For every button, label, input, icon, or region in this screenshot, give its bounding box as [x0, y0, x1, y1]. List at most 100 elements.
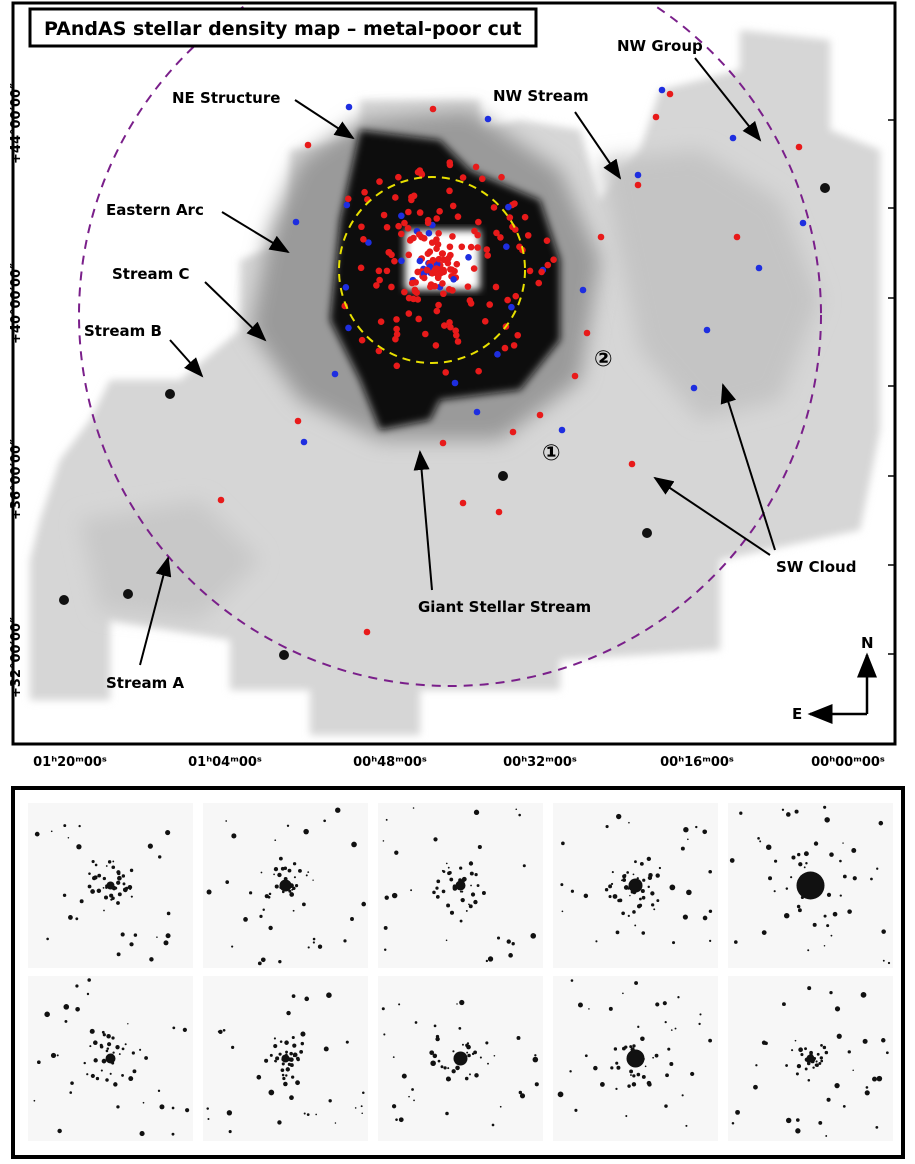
cluster-star: [803, 866, 806, 869]
cluster-star: [99, 1043, 103, 1047]
thumbnail: [28, 976, 193, 1141]
cluster-star: [656, 899, 660, 902]
star: [306, 1113, 310, 1117]
point: [497, 234, 504, 241]
star: [44, 1011, 50, 1018]
point: [404, 224, 412, 232]
star: [786, 812, 791, 817]
star: [621, 911, 625, 916]
cluster-star: [445, 862, 448, 865]
cluster-star: [812, 1066, 815, 1069]
ticks: [888, 119, 895, 655]
star: [231, 1045, 235, 1049]
cluster-star: [627, 914, 630, 918]
star: [765, 844, 772, 850]
star: [391, 1104, 397, 1109]
cluster-star: [459, 866, 463, 870]
star: [518, 813, 521, 817]
cluster-star: [487, 1062, 489, 1065]
star: [445, 1111, 449, 1116]
point: [526, 267, 534, 275]
star: [391, 892, 398, 899]
star: [433, 1024, 437, 1028]
star: [343, 939, 347, 943]
star: [729, 858, 735, 863]
star: [412, 807, 415, 809]
star: [616, 813, 622, 820]
point: [484, 252, 492, 259]
title: PAndAS stellar density map – metal-poor …: [44, 18, 522, 40]
star: [303, 828, 309, 835]
star: [755, 1064, 758, 1067]
cluster-star: [815, 1060, 818, 1063]
star: [440, 1065, 444, 1069]
star: [664, 1020, 667, 1024]
star: [829, 991, 833, 995]
point: [446, 243, 454, 251]
cluster-star: [631, 1082, 637, 1087]
star: [286, 824, 290, 827]
cluster-star: [437, 1059, 441, 1063]
cluster-star: [814, 1057, 816, 1060]
star: [702, 915, 708, 921]
point: [733, 233, 741, 241]
star: [91, 859, 95, 864]
point: [300, 438, 308, 446]
point: [628, 460, 636, 468]
star: [655, 1002, 660, 1007]
cluster-star: [474, 1073, 479, 1078]
star: [312, 941, 315, 944]
star: [63, 824, 67, 828]
cluster-star: [110, 898, 113, 901]
star: [506, 939, 511, 944]
star: [278, 959, 282, 964]
star: [493, 1054, 496, 1057]
star: [225, 880, 230, 884]
point: [538, 268, 545, 276]
x-tick-label: 00ʰ32ᵐ00ˢ: [503, 755, 577, 770]
star: [33, 1099, 36, 1102]
star: [133, 933, 138, 937]
point: [442, 369, 450, 376]
star: [825, 1135, 828, 1137]
star: [674, 1027, 677, 1030]
star: [569, 1070, 572, 1073]
star: [860, 991, 867, 998]
star: [222, 1028, 226, 1032]
cluster-star: [632, 873, 635, 876]
cluster-star: [280, 866, 285, 871]
cluster-star: [653, 908, 656, 911]
y-tick-label: +44°00′00″: [9, 83, 24, 164]
star: [887, 961, 891, 965]
point: [634, 171, 642, 179]
cluster-star: [111, 1036, 115, 1040]
cluster-star: [812, 922, 817, 927]
cluster-star: [112, 860, 115, 863]
cluster-star: [613, 1047, 618, 1051]
star: [499, 1105, 502, 1108]
point: [429, 256, 437, 264]
title-box: [28, 7, 538, 48]
star: [468, 903, 470, 906]
cluster-star: [636, 1072, 641, 1077]
star: [70, 1081, 74, 1085]
star: [315, 1113, 318, 1116]
point: [447, 251, 454, 259]
cluster-star: [260, 871, 263, 874]
point: [490, 204, 498, 211]
label: NE Structure: [172, 89, 280, 107]
cluster-star: [285, 1074, 288, 1077]
star: [685, 1124, 688, 1127]
star: [588, 1008, 590, 1010]
cluster-star: [639, 897, 642, 901]
cluster-star: [281, 1073, 285, 1077]
star: [398, 1117, 404, 1123]
cluster-star: [611, 871, 614, 874]
star: [105, 865, 108, 867]
star: [75, 1006, 80, 1012]
star: [532, 1056, 539, 1063]
star: [116, 952, 121, 957]
point: [459, 174, 467, 181]
point: [393, 330, 401, 338]
star: [664, 1104, 668, 1108]
